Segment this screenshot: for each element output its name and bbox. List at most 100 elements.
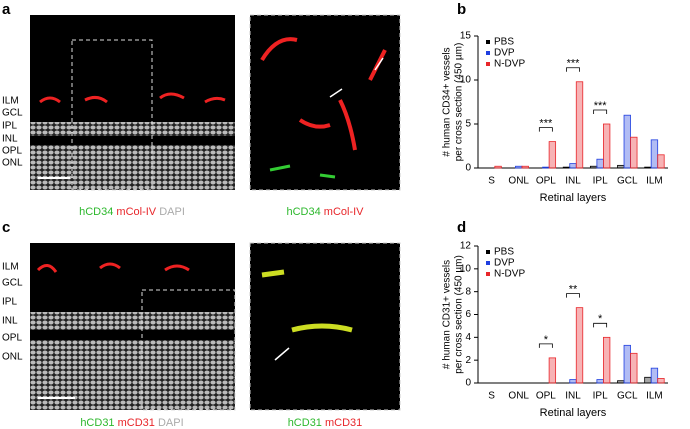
y-tick-label: 5 [465,119,471,130]
y-tick-label: 12 [460,241,472,252]
y-axis-label: per cross section (450 µm) [454,43,465,162]
significance-bracket [538,127,553,132]
bar [548,357,557,384]
zoom-box [71,39,153,191]
x-tick-label: INL [565,176,581,187]
x-tick-label: S [488,391,495,402]
caption-word: mCol-IV [324,206,364,218]
layer-label: ILM [2,262,19,273]
panel-label: b [457,1,466,18]
legend-marker [486,40,490,44]
bar [596,379,604,384]
panel-label: a [2,1,11,18]
x-tick-label: OPL [536,391,556,402]
x-axis-label: Retinal layers [540,192,607,204]
bar [569,379,577,384]
bar [617,380,625,384]
arrow [329,57,384,98]
x-tick-label: S [488,176,495,187]
x-axis-label: Retinal layers [540,407,607,419]
significance-bracket [593,109,608,114]
bar [630,136,638,169]
layer-label: ILM [2,96,19,107]
legend-label: DVP [494,48,515,59]
legend-marker [486,250,490,254]
bar [569,163,577,169]
x-tick-label: INL [565,391,581,402]
y-tick-label: 10 [460,75,472,86]
significance-label: * [598,313,603,325]
bar [596,158,604,169]
x-tick-label: GCL [617,391,638,402]
bar [562,166,571,169]
x-tick-label: IPL [593,391,608,402]
legend-label: PBS [494,37,514,48]
vessel [39,92,226,104]
arrow [274,347,290,361]
bar [575,307,584,384]
x-tick-label: IPL [593,176,608,187]
micrograph-zoom [249,14,401,191]
legend-label: DVP [494,258,515,269]
significance-label: *** [594,100,608,112]
caption-word: hCD31 [288,417,322,429]
vessel [261,269,353,333]
bar [521,165,529,169]
significance-bracket [566,67,580,72]
y-tick-label: 4 [465,332,471,343]
layer-label: INL [2,134,18,145]
x-tick-label: GCL [617,176,638,187]
x-tick-label: OPL [536,176,556,187]
significance-bracket [566,293,580,298]
y-tick-label: 10 [460,263,472,274]
bar [542,166,550,169]
legend-marker [486,51,490,55]
layer-label: GCL [2,108,23,119]
layer-label: ONL [2,158,23,169]
y-axis-label: # human CD34+ vessels [442,47,453,156]
legend-marker [486,272,490,276]
bar [589,165,598,169]
bar [623,114,631,169]
cell [269,164,336,179]
legend-marker [486,261,490,265]
bar [657,154,665,169]
caption-word: hCD31 [80,417,114,429]
y-tick-label: 2 [465,355,471,366]
legend-label: N-DVP [494,269,525,280]
significance-label: * [544,334,549,346]
caption-word: hCD34 [286,206,320,218]
y-tick-label: 15 [460,31,472,42]
vessel [260,37,387,151]
significance-label: *** [539,118,553,130]
bar [623,344,631,384]
nuclear-layer [30,122,235,136]
nuclear-layer [30,340,235,410]
bar [575,81,584,169]
layer-label: OPL [2,333,22,344]
y-tick-label: 0 [465,378,471,389]
y-tick-label: 0 [465,163,471,174]
caption-word: hCD34 [79,206,113,218]
bar [515,165,523,169]
zoom-box [141,289,236,411]
y-axis-label: per cross section (450 µm) [454,255,465,374]
bar [603,123,611,169]
caption-word: DAPI [158,417,184,429]
bar [548,141,557,169]
vessel [36,262,190,273]
layer-label: OPL [2,146,22,157]
caption: hCD34 mCol-IV [286,206,364,218]
significance-bracket [538,343,553,348]
bar [657,378,665,384]
caption-word: mCD31 [118,417,155,429]
legend-label: N-DVP [494,59,525,70]
nuclear-layer [30,312,235,330]
layer-label: GCL [2,278,23,289]
bar [644,166,652,169]
layer-label: IPL [2,121,17,132]
layer-label: IPL [2,297,17,308]
bar [644,376,652,384]
significance-label: ** [569,284,578,296]
